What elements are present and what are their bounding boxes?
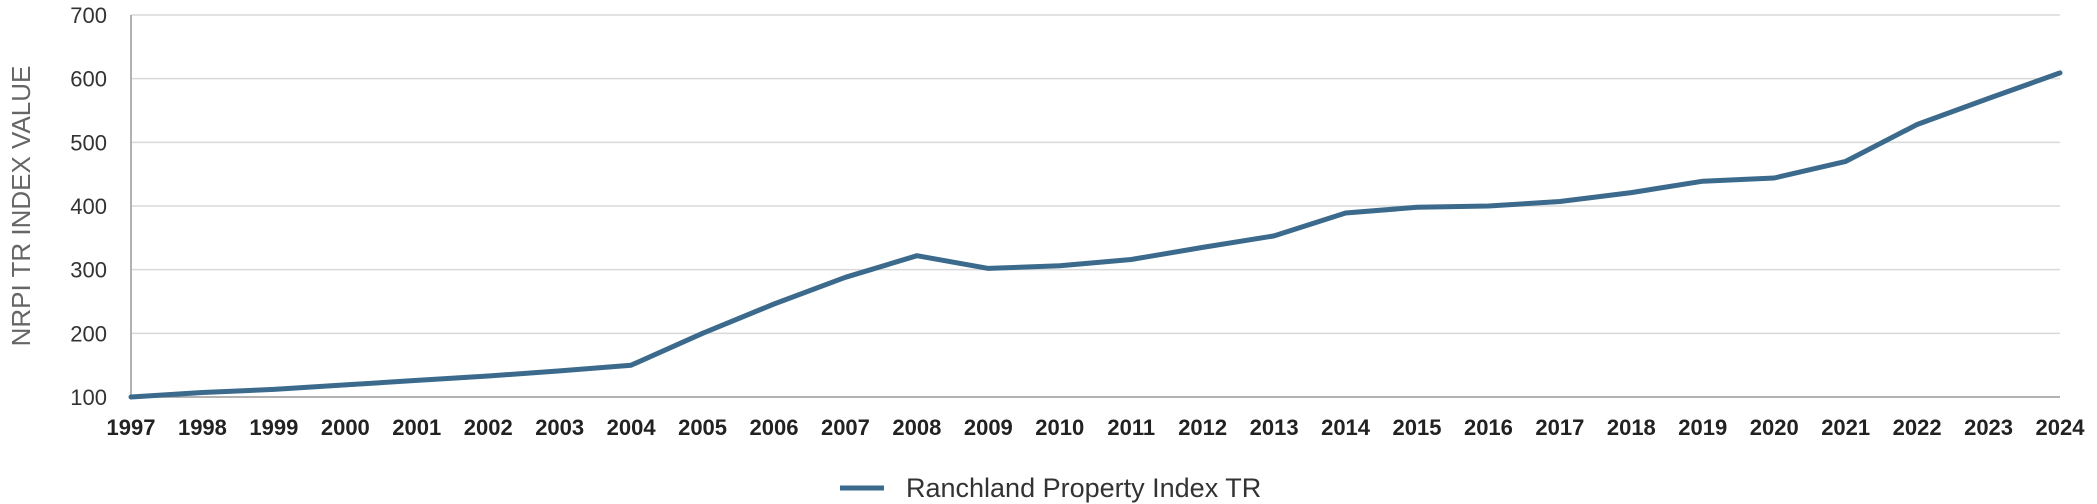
y-tick-label: 500 [70, 130, 107, 155]
legend: Ranchland Property Index TR [840, 473, 1261, 503]
y-tick-label: 200 [70, 321, 107, 346]
x-tick-label: 2023 [1964, 415, 2013, 440]
x-tick-label: 2021 [1821, 415, 1870, 440]
series-group [128, 70, 2063, 400]
x-tick-label: 1998 [178, 415, 227, 440]
legend-label: Ranchland Property Index TR [906, 473, 1261, 503]
x-tick-label: 2015 [1393, 415, 1442, 440]
x-tick-label: 2008 [892, 415, 941, 440]
series-line-0 [128, 70, 2063, 400]
y-tick-label: 100 [70, 385, 107, 410]
x-tick-label: 2010 [1035, 415, 1084, 440]
x-tick-label: 1999 [249, 415, 298, 440]
x-tick-label: 2002 [464, 415, 513, 440]
x-tick-label: 2017 [1535, 415, 1584, 440]
x-tick-label: 2016 [1464, 415, 1513, 440]
x-tick-label: 2019 [1678, 415, 1727, 440]
x-tick-label: 2012 [1178, 415, 1227, 440]
x-tick-label: 2009 [964, 415, 1013, 440]
x-tick-label: 2005 [678, 415, 727, 440]
x-tick-label: 2003 [535, 415, 584, 440]
y-tick-label: 600 [70, 67, 107, 92]
x-tick-label: 2020 [1750, 415, 1799, 440]
x-tick-label: 2006 [750, 415, 799, 440]
x-tick-labels: 1997 1998 1999 2000 2001 2002 2003 2004 2005 2006… [107, 415, 2086, 440]
x-tick-label: 2018 [1607, 415, 1656, 440]
x-tick-label: 2024 [2036, 415, 2086, 440]
y-tick-labels: 100 200 300 400 500 600 700 [70, 3, 107, 410]
x-tick-label: 2014 [1321, 415, 1371, 440]
x-tick-label: 2011 [1107, 415, 1155, 440]
x-tick-label: 2000 [321, 415, 370, 440]
x-tick-label: 2007 [821, 415, 870, 440]
gridlines [131, 14, 2060, 335]
y-tick-label: 400 [70, 194, 107, 219]
y-tick-label: 700 [70, 3, 107, 28]
x-tick-label: 1997 [107, 415, 156, 440]
x-tick-label: 2022 [1893, 415, 1942, 440]
x-tick-label: 2004 [607, 415, 657, 440]
x-tick-label: 2013 [1250, 415, 1299, 440]
x-tick-label: 2001 [392, 415, 441, 440]
y-tick-label: 300 [70, 258, 107, 283]
y-axis-label: NRPI TR INDEX VALUE [6, 66, 36, 347]
